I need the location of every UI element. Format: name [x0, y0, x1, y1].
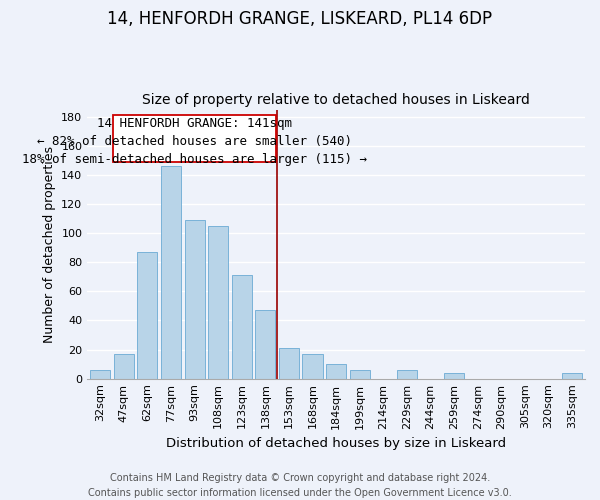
- Text: Contains HM Land Registry data © Crown copyright and database right 2024.
Contai: Contains HM Land Registry data © Crown c…: [88, 472, 512, 498]
- Bar: [232, 276, 252, 378]
- X-axis label: Distribution of detached houses by size in Liskeard: Distribution of detached houses by size …: [166, 437, 506, 450]
- Bar: [350, 370, 370, 378]
- Bar: [444, 373, 464, 378]
- Bar: [279, 348, 299, 378]
- FancyBboxPatch shape: [113, 116, 276, 162]
- Text: 14 HENFORDH GRANGE: 141sqm
← 82% of detached houses are smaller (540)
18% of sem: 14 HENFORDH GRANGE: 141sqm ← 82% of deta…: [22, 117, 367, 166]
- Bar: [114, 354, 134, 378]
- Bar: [326, 364, 346, 378]
- Y-axis label: Number of detached properties: Number of detached properties: [43, 146, 56, 342]
- Bar: [562, 373, 582, 378]
- Bar: [161, 166, 181, 378]
- Bar: [256, 310, 275, 378]
- Title: Size of property relative to detached houses in Liskeard: Size of property relative to detached ho…: [142, 93, 530, 107]
- Text: 14, HENFORDH GRANGE, LISKEARD, PL14 6DP: 14, HENFORDH GRANGE, LISKEARD, PL14 6DP: [107, 10, 493, 28]
- Bar: [397, 370, 417, 378]
- Bar: [185, 220, 205, 378]
- Bar: [302, 354, 323, 378]
- Bar: [90, 370, 110, 378]
- Bar: [208, 226, 228, 378]
- Bar: [137, 252, 157, 378]
